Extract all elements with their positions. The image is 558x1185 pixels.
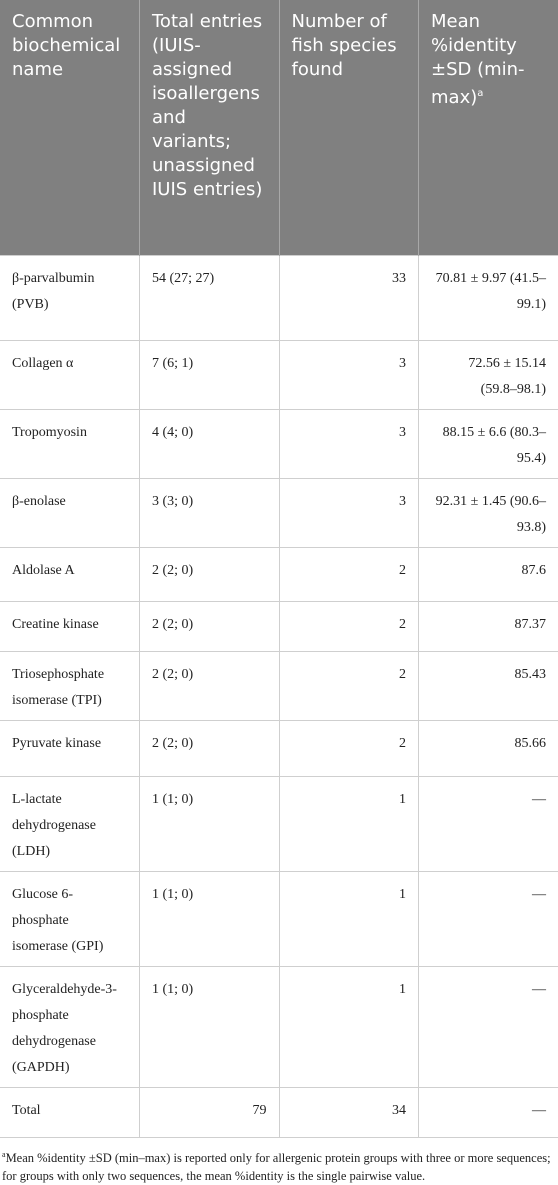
table-cell: Glyceraldehyde-3-phosphate dehydrogenase… bbox=[0, 967, 140, 1088]
header-row: Common biochemical name Total entries (I… bbox=[0, 0, 558, 256]
table-cell: 3 bbox=[279, 341, 419, 410]
footnote: aMean %identity ±SD (min–max) is reporte… bbox=[0, 1138, 558, 1185]
table-cell: 85.43 bbox=[419, 652, 558, 721]
page: Common biochemical name Total entries (I… bbox=[0, 0, 558, 1146]
header-cell: Common biochemical name bbox=[0, 0, 140, 256]
table-cell: — bbox=[419, 872, 558, 967]
table-cell: 3 bbox=[279, 410, 419, 479]
table-cell: 70.81 ± 9.97 (41.5–99.1) bbox=[419, 256, 558, 341]
table-cell: 87.6 bbox=[419, 548, 558, 602]
table-cell: 1 (1; 0) bbox=[140, 872, 280, 967]
table-cell: 85.66 bbox=[419, 721, 558, 777]
table-cell: — bbox=[419, 967, 558, 1088]
table-row: Glucose 6-phosphate isomerase (GPI)1 (1;… bbox=[0, 872, 558, 967]
table-cell: Tropomyosin bbox=[0, 410, 140, 479]
table-cell: 7 (6; 1) bbox=[140, 341, 280, 410]
header-cell: Mean %identity ±SD (min-max)a bbox=[419, 0, 558, 256]
table-cell: 2 (2; 0) bbox=[140, 652, 280, 721]
table-cell: 1 bbox=[279, 872, 419, 967]
table-cell: 2 bbox=[279, 548, 419, 602]
table-cell: L-lactate dehydrogenase (LDH) bbox=[0, 777, 140, 872]
table-cell: — bbox=[419, 777, 558, 872]
table-row: Glyceraldehyde-3-phosphate dehydrogenase… bbox=[0, 967, 558, 1088]
header-cell: Number of fish species found bbox=[279, 0, 419, 256]
table-cell: 1 (1; 0) bbox=[140, 777, 280, 872]
table-cell: Creatine kinase bbox=[0, 602, 140, 652]
table-cell: 72.56 ± 15.14 (59.8–98.1) bbox=[419, 341, 558, 410]
table-cell: Aldolase A bbox=[0, 548, 140, 602]
table-cell: Glucose 6-phosphate isomerase (GPI) bbox=[0, 872, 140, 967]
table-cell: 1 bbox=[279, 967, 419, 1088]
table-cell: 88.15 ± 6.6 (80.3–95.4) bbox=[419, 410, 558, 479]
table-cell: Total bbox=[0, 1088, 140, 1138]
table-cell: 92.31 ± 1.45 (90.6–93.8) bbox=[419, 479, 558, 548]
table-cell: 33 bbox=[279, 256, 419, 341]
table-cell: 1 bbox=[279, 777, 419, 872]
footnote-text: Mean %identity ±SD (min–max) is reported… bbox=[2, 1151, 551, 1183]
footnote-marker: a bbox=[477, 88, 483, 99]
table-cell: 2 bbox=[279, 721, 419, 777]
table-cell: 2 bbox=[279, 652, 419, 721]
table-cell: 87.37 bbox=[419, 602, 558, 652]
table-cell: 2 (2; 0) bbox=[140, 721, 280, 777]
table-cell: β-parvalbumin (PVB) bbox=[0, 256, 140, 341]
table-row: Triosephosphate isomerase (TPI)2 (2; 0)2… bbox=[0, 652, 558, 721]
table-cell: 2 bbox=[279, 602, 419, 652]
table-row: L-lactate dehydrogenase (LDH)1 (1; 0)1— bbox=[0, 777, 558, 872]
table-cell: 54 (27; 27) bbox=[140, 256, 280, 341]
table-cell: 4 (4; 0) bbox=[140, 410, 280, 479]
table-cell: 2 (2; 0) bbox=[140, 548, 280, 602]
data-table: Common biochemical name Total entries (I… bbox=[0, 0, 558, 1138]
header-cell: Total entries (IUIS-assigned isoallergen… bbox=[140, 0, 280, 256]
table-cell: 3 (3; 0) bbox=[140, 479, 280, 548]
table-cell: Pyruvate kinase bbox=[0, 721, 140, 777]
table-cell: — bbox=[419, 1088, 558, 1138]
table-cell: Triosephosphate isomerase (TPI) bbox=[0, 652, 140, 721]
table-cell: 34 bbox=[279, 1088, 419, 1138]
table-cell: 2 (2; 0) bbox=[140, 602, 280, 652]
table-cell: 3 bbox=[279, 479, 419, 548]
table-cell: Collagen α bbox=[0, 341, 140, 410]
table-cell: β-enolase bbox=[0, 479, 140, 548]
table-cell: 79 bbox=[140, 1088, 280, 1138]
table-cell: 1 (1; 0) bbox=[140, 967, 280, 1088]
